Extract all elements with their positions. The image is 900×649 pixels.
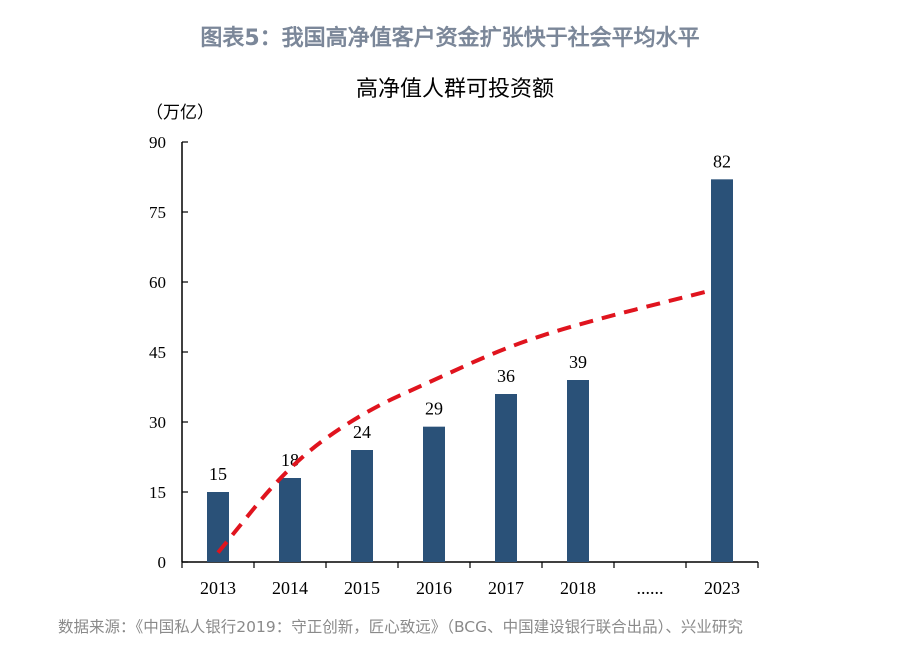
y-tick-label: 45 bbox=[149, 343, 166, 362]
data-label: 29 bbox=[425, 399, 443, 419]
bar bbox=[423, 426, 445, 562]
y-tick-label: 60 bbox=[149, 273, 166, 292]
bar bbox=[495, 394, 517, 562]
chart-title: 高净值人群可投资额 bbox=[356, 76, 554, 101]
bar bbox=[279, 478, 301, 562]
data-label: 82 bbox=[713, 151, 731, 171]
y-tick-label: 15 bbox=[149, 483, 166, 502]
y-tick-label: 30 bbox=[149, 413, 166, 432]
bar bbox=[567, 380, 589, 562]
bar bbox=[351, 450, 373, 562]
figure-title: 图表5：我国高净值客户资金扩张快于社会平均水平 bbox=[200, 26, 700, 51]
x-tick-label: 2018 bbox=[560, 578, 596, 598]
x-tick-label: 2013 bbox=[200, 578, 236, 598]
data-label: 36 bbox=[497, 366, 515, 386]
x-tick-label: 2015 bbox=[344, 578, 380, 598]
x-tick-label: 2016 bbox=[416, 578, 452, 598]
source-note: 数据来源：《中国私人银行2019：守正创新，匠心致远》（BCG、中国建设银行联合… bbox=[58, 618, 743, 636]
x-tick-label: 2017 bbox=[488, 578, 524, 598]
y-axis-unit: （万亿） bbox=[146, 103, 214, 122]
bar bbox=[711, 179, 733, 563]
trend-line bbox=[216, 289, 709, 554]
x-tick-label: 2014 bbox=[272, 578, 308, 598]
y-tick-label: 0 bbox=[158, 553, 167, 572]
data-label: 24 bbox=[353, 422, 371, 442]
x-tick-label: ...... bbox=[637, 578, 664, 598]
y-tick-label: 75 bbox=[149, 203, 166, 222]
data-label: 15 bbox=[209, 464, 227, 484]
x-tick-label: 2023 bbox=[704, 578, 740, 598]
y-tick-label: 90 bbox=[149, 133, 166, 152]
data-label: 39 bbox=[569, 352, 587, 372]
